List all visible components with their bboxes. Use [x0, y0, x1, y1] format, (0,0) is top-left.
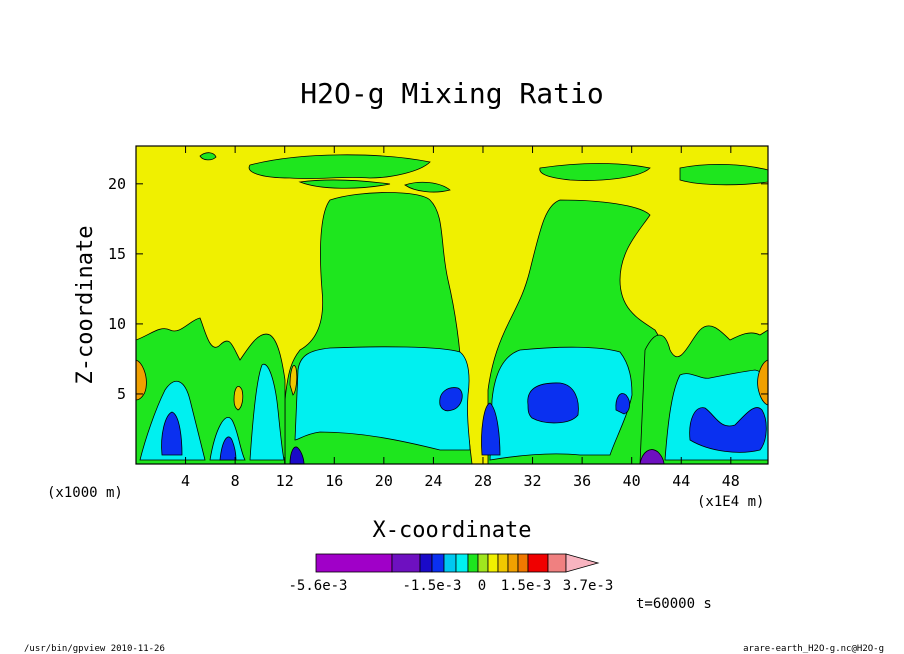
blue-core-4: [481, 402, 501, 456]
colorbar-segment: [477, 553, 489, 573]
blue-core-6: [219, 436, 237, 461]
orange-spot-1: [233, 386, 244, 411]
plot-frame: [135, 145, 769, 465]
colorbar-arrow: [565, 553, 600, 573]
y-tick-label: 10: [108, 315, 126, 333]
colorbar-segment: [467, 553, 479, 573]
y-tick-label: 5: [117, 385, 126, 403]
orange-spot-2: [289, 365, 298, 396]
footer-right: arare-earth_H2O-g.nc@H2O-g: [743, 644, 884, 654]
time-label: t=60000 s: [636, 596, 712, 612]
colorbar-labels: -5.6e-3 -1.5e-3 0 1.5e-3 3.7e-3: [288, 578, 613, 594]
footer-left: /usr/bin/gpview 2010-11-26: [24, 644, 165, 654]
blue-core-7: [615, 393, 630, 415]
x-axis-ticks: 4 8 12 16 20 24 28 32 36 40 44 48: [181, 146, 740, 490]
colorbar-segment: [527, 553, 549, 573]
colorbar-segment: [315, 553, 393, 573]
colorbar-segment: [391, 553, 421, 573]
x-axis-label: X-coordinate: [373, 518, 532, 543]
colorbar: [315, 553, 600, 573]
plot-area: [136, 146, 768, 464]
colorbar-segment: [443, 553, 457, 573]
y-tick-label: 20: [108, 175, 126, 193]
cyan-layer-center: [294, 346, 471, 451]
colorbar-label: -5.6e-3: [288, 578, 347, 594]
x-tick-label: 44: [672, 472, 690, 490]
colorbar-segment: [487, 553, 499, 573]
green-band-top-3: [679, 163, 768, 186]
x-tick-label: 48: [722, 472, 740, 490]
blue-core-1: [161, 411, 183, 456]
orange-edge-left: [136, 359, 147, 401]
x-scale-note: (x1E4 m): [697, 494, 764, 510]
green-band-top-1: [248, 154, 431, 179]
x-tick-label: 24: [424, 472, 442, 490]
x-tick-label: 12: [276, 472, 294, 490]
blue-core-5: [689, 407, 767, 453]
colorbar-segment: [497, 553, 509, 573]
y-axis-label: Z-coordinate: [73, 226, 98, 385]
green-blob-a: [199, 152, 217, 161]
colorbar-segment: [517, 553, 529, 573]
blue-core-2: [439, 387, 463, 412]
x-tick-label: 4: [181, 472, 190, 490]
x-tick-label: 40: [623, 472, 641, 490]
blue-core-3: [527, 382, 579, 424]
colorbar-segment: [507, 553, 519, 573]
x-unit-label: (x1000 m): [47, 485, 123, 501]
colorbar-segment: [431, 553, 445, 573]
green-blob-c: [404, 181, 451, 193]
colorbar-label: 1.5e-3: [501, 578, 552, 594]
colorbar-label: -1.5e-3: [402, 578, 461, 594]
purple-core: [639, 449, 665, 464]
colorbar-segment: [547, 553, 567, 573]
green-blob-b: [298, 179, 391, 189]
darkblue-core: [289, 446, 305, 464]
y-tick-label: 15: [108, 245, 126, 263]
x-tick-label: 8: [231, 472, 240, 490]
chart-title: H2O-g Mixing Ratio: [300, 77, 603, 110]
cyan-layer-left3: [249, 363, 285, 461]
colorbar-segment: [455, 553, 469, 573]
green-band-top-2: [539, 163, 651, 181]
x-tick-label: 28: [474, 472, 492, 490]
x-tick-label: 16: [325, 472, 343, 490]
x-tick-label: 32: [524, 472, 542, 490]
colorbar-segment: [419, 553, 433, 573]
x-tick-label: 36: [573, 472, 591, 490]
x-tick-label: 20: [375, 472, 393, 490]
colorbar-label: 3.7e-3: [563, 578, 614, 594]
y-axis-ticks: 5 10 15 20: [108, 175, 768, 403]
colorbar-label: 0: [478, 578, 486, 594]
